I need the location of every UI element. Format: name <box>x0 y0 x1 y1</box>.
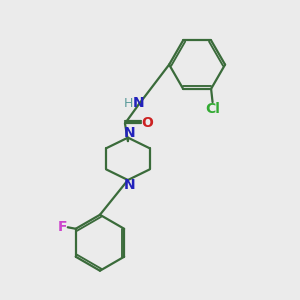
Text: F: F <box>58 220 67 234</box>
Text: H: H <box>124 97 134 110</box>
Text: N: N <box>124 178 135 192</box>
Text: N: N <box>133 96 145 110</box>
Text: O: O <box>141 116 153 130</box>
Text: Cl: Cl <box>205 102 220 116</box>
Text: N: N <box>124 126 135 140</box>
